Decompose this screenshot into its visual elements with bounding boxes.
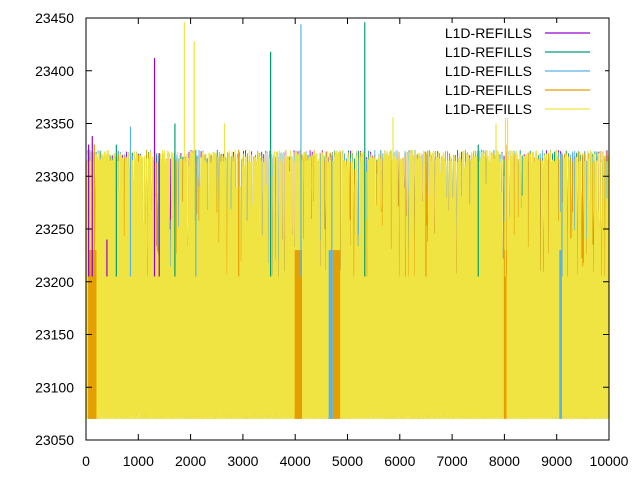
legend-label: L1D-REFILLS <box>445 82 532 98</box>
legend-label: L1D-REFILLS <box>445 25 532 41</box>
plot-area <box>85 22 610 419</box>
series-band <box>294 250 302 419</box>
legend-label: L1D-REFILLS <box>445 101 532 117</box>
series-band <box>328 250 333 419</box>
legend-label: L1D-REFILLS <box>445 44 532 60</box>
x-tick-label: 5000 <box>332 453 363 469</box>
x-tick-label: 10000 <box>590 453 629 469</box>
x-tick-label: 7000 <box>437 453 468 469</box>
series-band <box>559 250 562 419</box>
y-tick-label: 23150 <box>35 327 74 343</box>
x-tick-label: 1000 <box>123 453 154 469</box>
legend-background <box>425 61 605 80</box>
series-fill <box>86 276 609 419</box>
series-band <box>503 250 507 419</box>
x-tick-label: 0 <box>82 453 90 469</box>
x-tick-label: 3000 <box>227 453 258 469</box>
legend-label: L1D-REFILLS <box>445 63 532 79</box>
y-tick-label: 23050 <box>35 432 74 448</box>
legend-background <box>425 42 605 61</box>
axes: 0 1000 2000 3000 4000 5000 6000 7000 8000 9000 100… <box>35 10 629 469</box>
series-band <box>332 250 341 419</box>
x-tick-label: 9000 <box>541 453 572 469</box>
y-tick-label: 23100 <box>35 379 74 395</box>
legend-background <box>425 80 605 99</box>
legend: L1D-REFILLS L1D-REFILLS L1D-REFILLS L1D-REF… <box>425 23 605 118</box>
x-tick-label: 6000 <box>384 453 415 469</box>
legend-background <box>425 99 605 118</box>
x-tick-label: 4000 <box>280 453 311 469</box>
y-tick-label: 23250 <box>35 221 74 237</box>
y-tick-label: 23200 <box>35 274 74 290</box>
x-tick-label: 8000 <box>489 453 520 469</box>
legend-background <box>425 23 605 42</box>
series-band <box>88 250 97 419</box>
y-tick-label: 23300 <box>35 168 74 184</box>
y-tick-label: 23450 <box>35 10 74 26</box>
y-tick-label: 23350 <box>35 116 74 132</box>
x-tick-label: 2000 <box>175 453 206 469</box>
y-tick-label: 23400 <box>35 63 74 79</box>
